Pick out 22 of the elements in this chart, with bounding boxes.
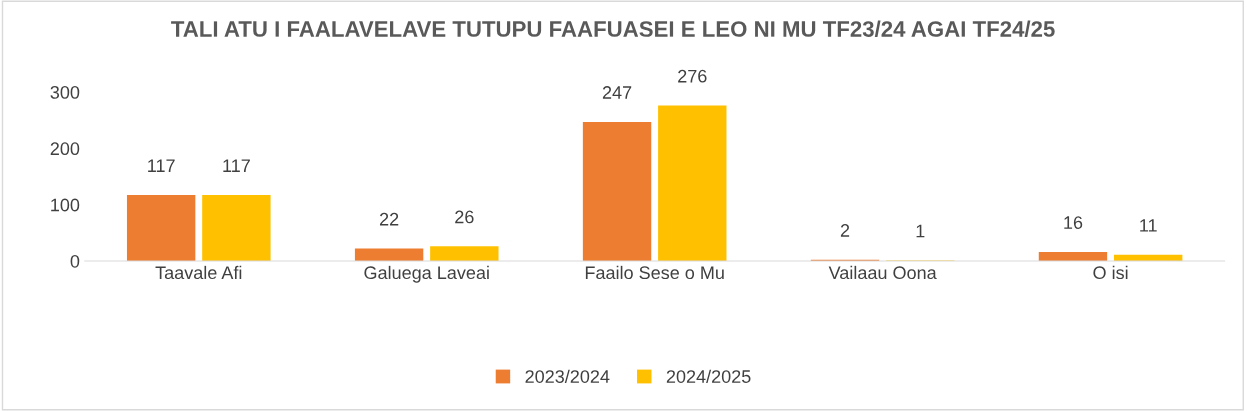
- data-label: 117: [223, 159, 250, 172]
- data-label: 276: [678, 69, 707, 83]
- y-tick-label: 0: [70, 254, 80, 268]
- legend-label: 2024/2025: [666, 369, 751, 383]
- data-label: 11: [1140, 219, 1157, 232]
- data-label: 247: [602, 86, 632, 99]
- x-tick-label: Vailaau Oona: [828, 265, 937, 280]
- y-tick-label: 200: [50, 142, 80, 156]
- y-tick-label: 100: [51, 198, 80, 212]
- data-label: 2: [840, 224, 850, 237]
- legend-label: 2023/2024: [525, 369, 610, 383]
- data-label: 26: [455, 210, 474, 224]
- x-tick-label: Galuega Laveai: [364, 265, 489, 283]
- data-label: 22: [379, 212, 399, 226]
- data-label: 117: [148, 159, 175, 172]
- data-label: 1: [916, 224, 925, 238]
- chart-title: TALI ATU I FAALAVELAVE TUTUPU FAAFUASEI E LEO NI MU TF23/24 AGAI TF24/25: [171, 20, 1055, 38]
- data-label: 16: [1064, 216, 1083, 229]
- x-tick-label: O isi: [1093, 265, 1128, 280]
- y-tick-label: 300: [50, 86, 80, 99]
- x-tick-label: Faailo Sese o Mu: [585, 265, 724, 280]
- x-tick-label: Taavale Afi: [155, 265, 242, 280]
